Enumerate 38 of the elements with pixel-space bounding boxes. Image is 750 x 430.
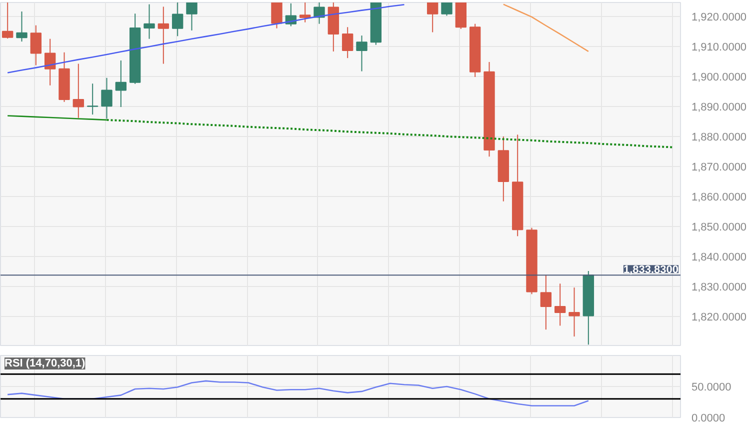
- candlestick: [144, 4, 155, 40]
- candlestick: [186, 2, 198, 31]
- candlestick: [299, 2, 311, 23]
- candlestick: [426, 2, 438, 33]
- candlestick: [44, 38, 56, 86]
- candlestick: [172, 2, 184, 37]
- candlestick: [158, 6, 170, 64]
- chart-title: RSI (14,70,30,1): [4, 358, 86, 370]
- candlestick: [101, 77, 112, 120]
- y-tick-label: 1,830.0000: [692, 282, 747, 294]
- y-tick-label: 1,850.0000: [692, 222, 747, 234]
- candlestick: [2, 2, 14, 40]
- y-tick-label: 1,840.0000: [692, 252, 747, 264]
- candlestick: [540, 274, 552, 330]
- y-tick-label: 1,820.0000: [692, 312, 747, 324]
- candlestick: [72, 63, 84, 118]
- candlestick: [568, 287, 580, 337]
- y-tick-label: 1,890.0000: [692, 101, 747, 114]
- y-tick-label: 1,860.0000: [692, 192, 747, 204]
- candlestick: [16, 11, 28, 42]
- y-tick-label: 1,920.0000: [692, 11, 747, 24]
- candlestick: [30, 24, 42, 66]
- y-tick-label: 1,910.0000: [692, 41, 747, 54]
- candlestick: [271, 2, 282, 29]
- line-series: [6, 380, 590, 406]
- candlestick: [86, 83, 98, 116]
- line-series: [6, 4, 405, 74]
- candlestick: [441, 2, 452, 16]
- y-tick-label: 1,870.0000: [692, 161, 747, 174]
- y-tick-label: 50.0000: [692, 382, 732, 394]
- candlestick: [342, 26, 354, 59]
- y-tick-label: 0.0000: [692, 412, 726, 424]
- line-series: [502, 4, 590, 52]
- y-tick-label: 1,880.0000: [692, 131, 747, 144]
- candlestick: [356, 35, 368, 72]
- candlestick: [554, 283, 566, 326]
- y-tick-label: 1,900.0000: [692, 71, 747, 84]
- candlestick: [115, 60, 127, 108]
